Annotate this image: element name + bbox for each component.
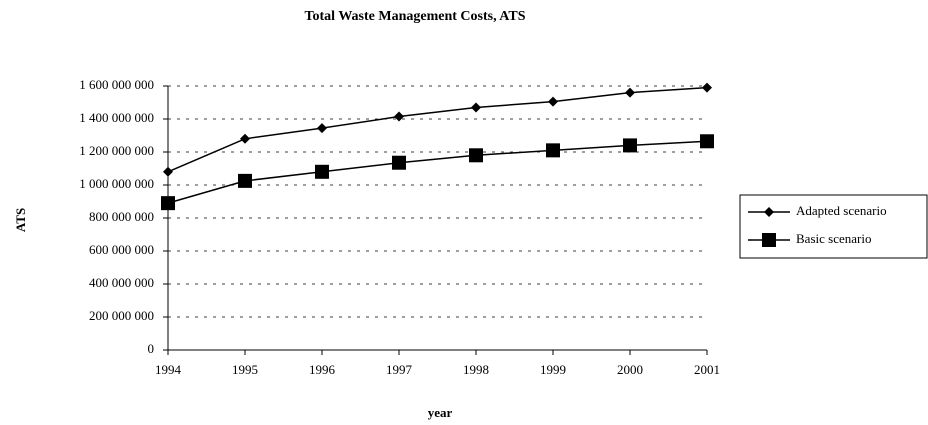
legend-marker (764, 207, 774, 217)
x-tick-label: 1999 (540, 362, 566, 377)
y-tick-label: 400 000 000 (89, 275, 154, 290)
point (702, 82, 712, 93)
legend-label: Basic scenario (796, 231, 871, 246)
point (469, 148, 483, 163)
y-axis-label: ATS (13, 208, 28, 232)
point (161, 196, 175, 211)
y-tick-label: 200 000 000 (89, 308, 154, 323)
point (238, 173, 252, 188)
x-tick-label: 1998 (463, 362, 489, 377)
point (625, 87, 635, 98)
point (700, 134, 714, 149)
point (315, 164, 329, 179)
point (471, 102, 481, 113)
point (546, 143, 560, 158)
chart-title: Total Waste Management Costs, ATS (304, 9, 525, 24)
series-line (167, 86, 708, 173)
y-tick-label: 1 400 000 000 (79, 110, 154, 125)
x-tick-label: 1994 (155, 362, 182, 377)
y-tick-label: 1 200 000 000 (79, 143, 154, 158)
x-tick-label: 1995 (232, 362, 258, 377)
x-tick-label: 1997 (386, 362, 413, 377)
y-tick-label: 1 000 000 000 (79, 176, 154, 191)
x-tick-label: 2001 (694, 362, 720, 377)
legend-box (739, 194, 928, 259)
x-tick-label: 2000 (617, 362, 643, 377)
point (240, 133, 250, 144)
y-tick-label: 1 600 000 000 (79, 77, 154, 92)
point (317, 123, 327, 134)
point (548, 96, 558, 107)
legend-marker (762, 233, 776, 247)
y-tick-label: 0 (148, 341, 155, 356)
point (392, 155, 406, 170)
y-tick-label: 600 000 000 (89, 242, 154, 257)
point (623, 138, 637, 153)
legend-label: Adapted scenario (796, 203, 887, 218)
y-tick-label: 800 000 000 (89, 209, 154, 224)
point (394, 111, 404, 122)
x-axis-label: year (428, 405, 453, 420)
series-line (167, 140, 708, 204)
x-tick-label: 1996 (309, 362, 336, 377)
point (163, 166, 173, 177)
